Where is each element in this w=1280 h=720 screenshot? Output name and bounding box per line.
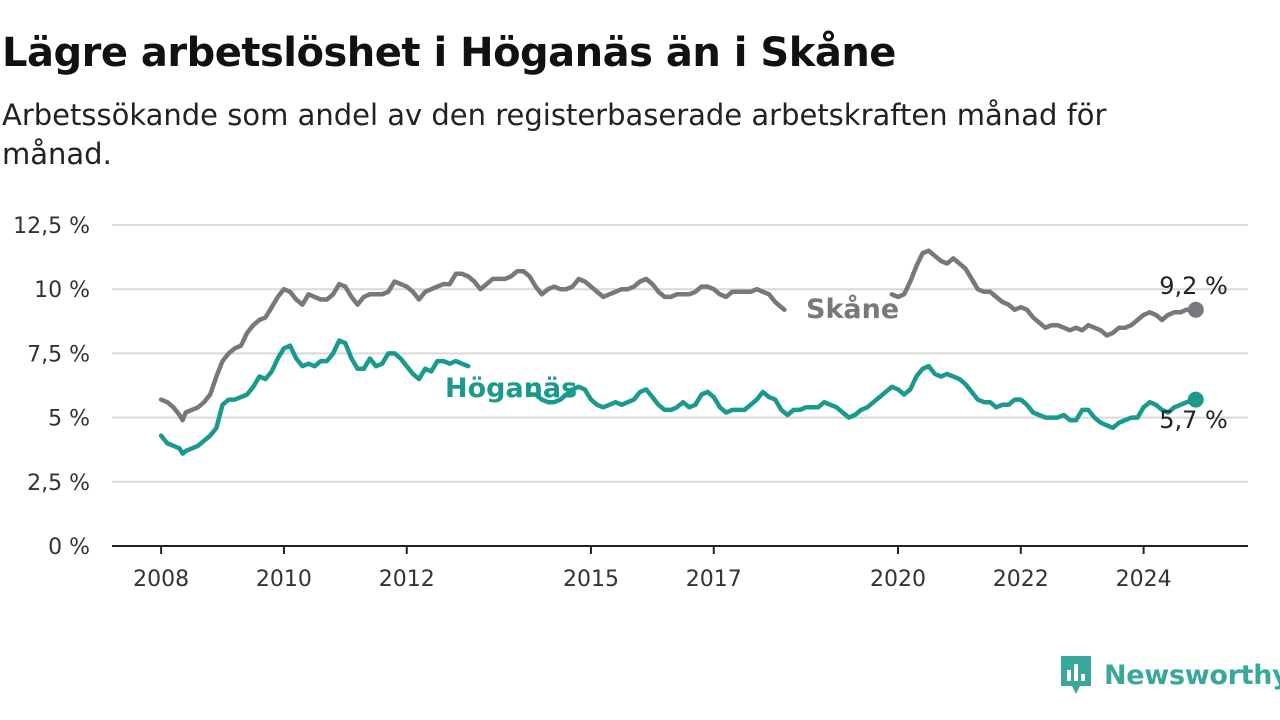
x-tick-label: 2022 <box>993 567 1049 592</box>
y-tick-label: 12,5 % <box>13 214 90 239</box>
series-line-1 <box>158 338 471 456</box>
x-tick-label: 2012 <box>379 567 435 592</box>
series-end-marker <box>1187 301 1204 318</box>
end-value-label-hoganas: 5,7 % <box>1159 406 1228 434</box>
series-label-hoganas: Höganäs <box>445 373 577 404</box>
chart-title: Lägre arbetslöshet i Höganäs än i Skåne <box>2 30 896 76</box>
x-tick-label: 2015 <box>563 567 619 592</box>
end-value-label-skane: 9,2 % <box>1159 272 1228 300</box>
x-tick-label: 2024 <box>1116 567 1172 592</box>
y-tick-label: 0 % <box>48 535 90 560</box>
series-line-0 <box>158 268 787 423</box>
chart-subtitle: Arbetssökande som andel av den registerb… <box>2 98 1107 171</box>
y-tick-label: 7,5 % <box>27 342 90 367</box>
y-tick-label: 5 % <box>48 407 90 432</box>
brand-logo: Newsworthy <box>1058 654 1280 696</box>
x-tick-label: 2020 <box>870 567 926 592</box>
newsworthy-logo-icon <box>1061 656 1091 694</box>
series-line-1 <box>527 363 1199 431</box>
y-tick-label: 10 % <box>34 278 90 303</box>
y-tick-label: 2,5 % <box>27 471 90 496</box>
brand-name: Newsworthy <box>1104 659 1280 691</box>
series-end-marker <box>1187 391 1204 408</box>
series-label-skane: Skåne <box>806 293 899 325</box>
x-tick-label: 2008 <box>133 567 189 592</box>
x-tick-label: 2017 <box>686 567 742 592</box>
x-tick-label: 2010 <box>256 567 312 592</box>
series-line-0 <box>889 248 1199 338</box>
